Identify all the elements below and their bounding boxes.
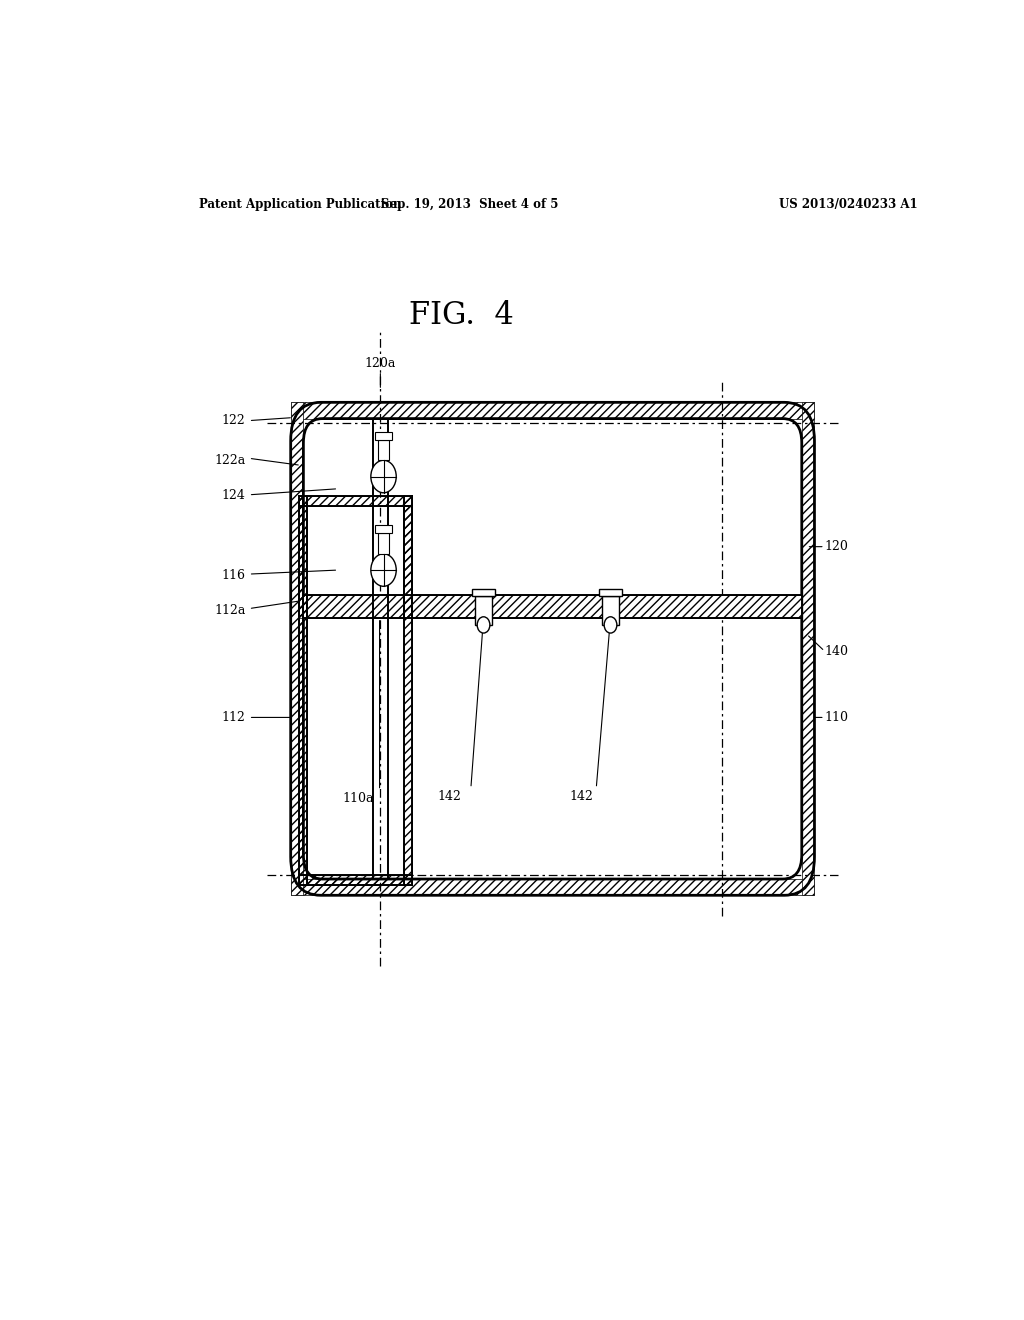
Text: 120a: 120a bbox=[365, 358, 396, 370]
Circle shape bbox=[371, 554, 396, 586]
Bar bbox=[291, 403, 814, 418]
Bar bbox=[472, 589, 496, 597]
Bar bbox=[378, 440, 389, 461]
Text: 120: 120 bbox=[824, 540, 849, 553]
Text: 124: 124 bbox=[221, 490, 246, 503]
Bar bbox=[299, 496, 412, 506]
Bar bbox=[404, 506, 412, 618]
Bar bbox=[299, 506, 307, 618]
Bar bbox=[378, 533, 389, 554]
Bar bbox=[375, 525, 392, 533]
Circle shape bbox=[604, 616, 616, 634]
Text: US 2013/0240233 A1: US 2013/0240233 A1 bbox=[778, 198, 918, 211]
Bar bbox=[375, 432, 392, 440]
Bar bbox=[599, 589, 623, 597]
Text: Patent Application Publication: Patent Application Publication bbox=[200, 198, 402, 211]
Bar bbox=[404, 496, 412, 886]
Circle shape bbox=[477, 616, 489, 634]
Circle shape bbox=[371, 461, 396, 492]
Bar bbox=[299, 875, 412, 886]
Text: 142: 142 bbox=[569, 791, 593, 803]
Text: 122: 122 bbox=[222, 414, 246, 428]
Bar bbox=[303, 418, 802, 879]
Bar bbox=[291, 403, 303, 895]
Text: 110a: 110a bbox=[342, 792, 374, 805]
Bar bbox=[299, 496, 307, 886]
Text: 140: 140 bbox=[824, 645, 849, 657]
Bar bbox=[303, 595, 802, 618]
Bar bbox=[291, 879, 814, 895]
Text: 116: 116 bbox=[221, 569, 246, 582]
Bar bbox=[475, 597, 493, 624]
Text: 112: 112 bbox=[221, 711, 246, 723]
Text: Sep. 19, 2013  Sheet 4 of 5: Sep. 19, 2013 Sheet 4 of 5 bbox=[381, 198, 558, 211]
Bar bbox=[802, 403, 814, 895]
Text: 110: 110 bbox=[824, 711, 849, 723]
Text: 122a: 122a bbox=[214, 454, 246, 467]
Text: 142: 142 bbox=[437, 791, 462, 803]
Bar bbox=[602, 597, 620, 624]
Bar bbox=[303, 595, 802, 618]
Text: FIG.  4: FIG. 4 bbox=[409, 301, 514, 331]
Text: 112a: 112a bbox=[214, 605, 246, 618]
